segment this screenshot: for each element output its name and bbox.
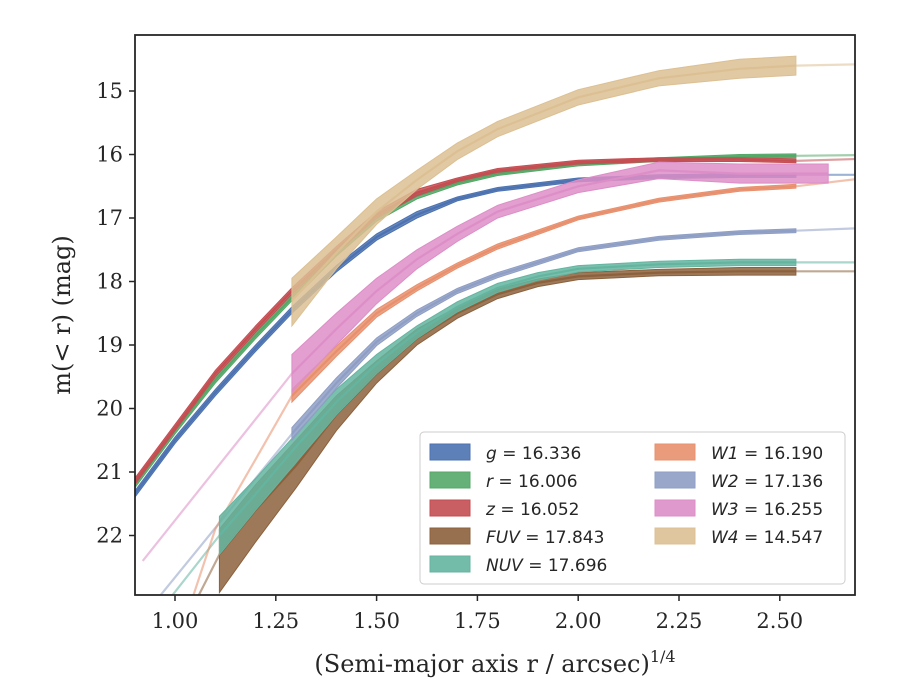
x-axis-ticks: 1.00 1.25 1.50 1.75 2.00 2.25 2.50 bbox=[152, 595, 803, 633]
series-band bbox=[291, 228, 797, 442]
x-axis-label: (Semi-major axis r / arcsec)1/4 bbox=[314, 647, 675, 678]
series-w2 bbox=[291, 227, 855, 442]
series-band bbox=[218, 258, 797, 557]
legend-label: z = 16.052 bbox=[485, 500, 579, 520]
y-tick-label: 17 bbox=[96, 206, 123, 230]
legend-item-r: r = 16.006 bbox=[429, 471, 578, 492]
y-tick-label: 16 bbox=[96, 143, 123, 167]
y-tick-label: 18 bbox=[96, 270, 123, 294]
legend-label: W4 = 14.547 bbox=[711, 528, 823, 548]
x-tick-label: 1.00 bbox=[152, 609, 199, 633]
series-extension-line bbox=[795, 227, 855, 232]
legend: g = 16.336 r = 16.006 z = 16.052 FUV = 17.8… bbox=[419, 431, 846, 585]
legend-item-w3: W3 = 16.255 bbox=[654, 499, 823, 520]
series-nuv bbox=[218, 258, 855, 557]
y-tick-label: 15 bbox=[96, 79, 123, 103]
legend-swatch bbox=[429, 443, 471, 461]
legend-label: r = 16.006 bbox=[486, 472, 578, 492]
x-tick-label: 2.00 bbox=[555, 609, 602, 633]
y-axis-ticks: 15 16 17 18 19 20 21 22 bbox=[96, 79, 135, 548]
y-tick-label: 19 bbox=[96, 333, 123, 357]
x-tick-label: 1.75 bbox=[454, 609, 501, 633]
legend-label: W3 = 16.255 bbox=[711, 500, 823, 520]
legend-label: g = 16.336 bbox=[486, 444, 581, 464]
series-extension-line bbox=[795, 157, 855, 162]
legend-swatch bbox=[429, 471, 471, 489]
legend-swatch bbox=[654, 527, 696, 545]
legend-item-g: g = 16.336 bbox=[429, 443, 581, 464]
legend-swatch bbox=[429, 555, 471, 573]
series-line bbox=[291, 64, 796, 302]
legend-swatch bbox=[654, 499, 696, 517]
series-band bbox=[291, 161, 829, 394]
series-extension-line bbox=[795, 63, 855, 67]
y-tick-label: 22 bbox=[96, 524, 123, 548]
series-band bbox=[291, 183, 797, 404]
x-tick-label: 1.25 bbox=[252, 609, 299, 633]
plot-frame bbox=[134, 34, 856, 596]
series-extension-line bbox=[795, 154, 855, 157]
y-axis-label: m(< r) (mag) bbox=[48, 235, 76, 394]
legend-swatch bbox=[429, 527, 471, 545]
legend-label: W2 = 17.136 bbox=[711, 472, 823, 492]
legend-item-fuv: FUV = 17.843 bbox=[429, 527, 604, 548]
legend-swatch bbox=[429, 499, 471, 517]
series-w4 bbox=[291, 55, 855, 328]
legend-swatch bbox=[654, 471, 696, 489]
legend-label: FUV = 17.843 bbox=[486, 528, 604, 548]
tail-line bbox=[192, 395, 293, 595]
series-layer bbox=[135, 55, 855, 595]
legend-item-w2: W2 = 17.136 bbox=[654, 471, 823, 492]
x-tick-label: 2.50 bbox=[756, 609, 803, 633]
series-line bbox=[291, 169, 829, 375]
legend-item-w1: W1 = 16.190 bbox=[654, 443, 823, 464]
series-line bbox=[291, 185, 796, 397]
series-extension-line bbox=[141, 372, 293, 562]
legend-item-w4: W4 = 14.547 bbox=[654, 527, 823, 548]
series-line bbox=[291, 229, 796, 435]
legend-swatch bbox=[654, 443, 696, 461]
y-tick-label: 20 bbox=[96, 397, 123, 421]
y-tick-label: 21 bbox=[96, 460, 123, 484]
x-tick-label: 2.25 bbox=[656, 609, 703, 633]
legend-item-nuv: NUV = 17.696 bbox=[429, 555, 607, 576]
legend-label: NUV = 17.696 bbox=[486, 556, 607, 576]
legend-label: W1 = 16.190 bbox=[711, 444, 823, 464]
legend-box bbox=[419, 431, 846, 585]
legend-item-z: z = 16.052 bbox=[429, 499, 579, 520]
series-w3 bbox=[141, 161, 829, 562]
series-line bbox=[218, 261, 796, 537]
x-tick-label: 1.50 bbox=[353, 609, 400, 633]
series-line bbox=[218, 270, 796, 556]
